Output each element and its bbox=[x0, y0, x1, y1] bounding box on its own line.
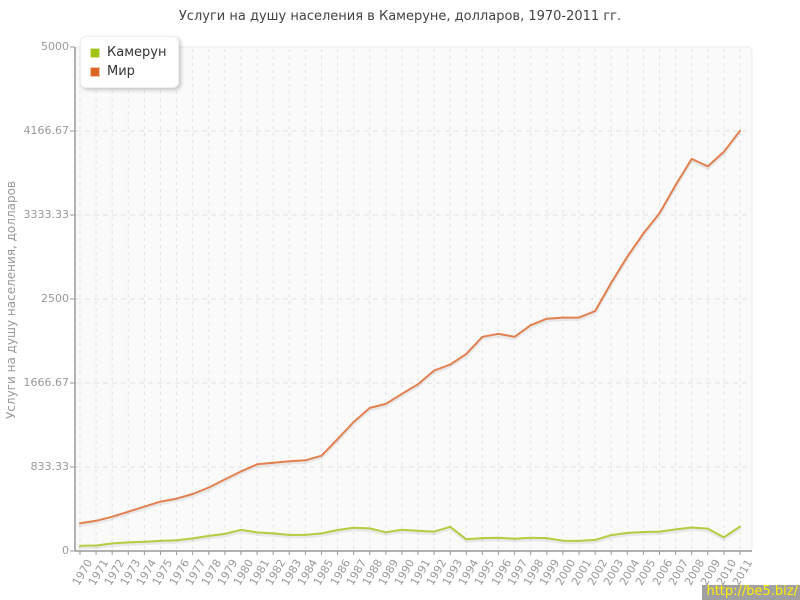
legend-item-world: Мир bbox=[90, 62, 166, 81]
y-tick-label: 2500 bbox=[41, 292, 69, 305]
watermark-link[interactable]: http://be5.biz/ bbox=[702, 585, 800, 600]
y-tick-label: 833.33 bbox=[30, 460, 70, 473]
y-tick-label: 4166.67 bbox=[23, 123, 70, 137]
y-tick-label: 0 bbox=[62, 544, 69, 557]
y-tick-label: 5000 bbox=[41, 40, 69, 53]
y-tick-label: 3333.33 bbox=[23, 208, 70, 221]
chart-title: Услуги на душу населения в Камеруне, дол… bbox=[178, 9, 622, 24]
legend-label-cameroon: Камерун bbox=[107, 45, 167, 60]
world-series-swatch-icon bbox=[90, 66, 100, 77]
series-line-0 bbox=[79, 525, 741, 547]
legend: Камерун Мир bbox=[80, 36, 180, 88]
legend-label-world: Мир bbox=[107, 64, 135, 79]
cameroon-series-swatch-icon bbox=[90, 47, 100, 58]
series-shadow-1 bbox=[78, 131, 742, 527]
series-line-1 bbox=[79, 129, 741, 525]
legend-item-cameroon: Камерун bbox=[90, 43, 166, 62]
series-shadow-0 bbox=[78, 527, 742, 550]
y-tick-label: 1666.67 bbox=[23, 375, 70, 389]
